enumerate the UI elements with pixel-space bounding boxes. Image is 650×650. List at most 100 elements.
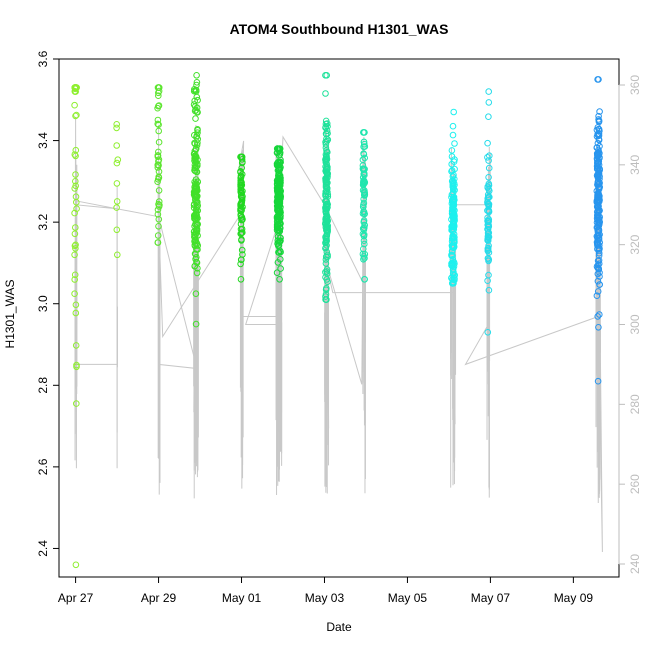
data-point <box>155 138 163 146</box>
x-tick-label: Apr 29 <box>141 591 177 605</box>
data-point <box>277 192 284 200</box>
data-point <box>193 79 201 86</box>
data-point <box>484 247 492 255</box>
data-point <box>193 72 200 79</box>
data-point <box>360 237 368 244</box>
y2-tick-label: 340 <box>628 155 642 175</box>
data-point <box>191 107 199 115</box>
data-point <box>484 329 492 336</box>
data-point <box>274 162 281 169</box>
data-point <box>155 92 162 99</box>
data-point <box>322 159 330 166</box>
data-point <box>323 236 330 243</box>
data-point <box>486 187 493 195</box>
data-point <box>71 290 78 298</box>
data-point <box>451 196 458 204</box>
data-point <box>113 204 120 211</box>
data-point <box>322 256 330 263</box>
x-tick-label: May 01 <box>222 591 262 605</box>
data-point <box>324 123 331 130</box>
data-point <box>72 241 79 249</box>
data-point <box>193 168 201 176</box>
data-point <box>273 269 281 277</box>
data-point <box>155 102 162 110</box>
data-point <box>594 179 602 186</box>
data-point <box>237 260 244 268</box>
data-point <box>191 155 198 162</box>
data-point <box>484 255 492 262</box>
data-point <box>194 135 201 143</box>
data-point <box>360 129 368 136</box>
data-point <box>274 167 282 174</box>
data-point <box>154 153 162 161</box>
data-point <box>594 313 602 320</box>
data-point <box>71 185 78 192</box>
data-point <box>191 131 198 139</box>
data-point <box>595 112 602 120</box>
data-point <box>596 207 603 214</box>
altitude-trajectory <box>75 116 603 553</box>
data-point <box>71 230 79 238</box>
data-point <box>596 213 604 221</box>
data-point <box>237 179 244 187</box>
data-point <box>451 175 458 183</box>
series-cluster-1 <box>113 121 122 259</box>
data-point <box>113 124 120 132</box>
data-point <box>361 210 369 218</box>
data-point <box>193 258 200 266</box>
data-point <box>322 286 330 294</box>
data-point <box>485 207 492 214</box>
data-point <box>596 142 603 150</box>
data-point <box>361 140 368 148</box>
axes-layer: Apr 27 Apr 29 May 01 May 03 May 05 May 07 May … <box>36 50 642 605</box>
data-point <box>360 143 367 151</box>
data-point <box>485 286 493 294</box>
data-point <box>322 274 329 281</box>
series-cluster-8 <box>448 108 459 287</box>
y2-tick-label: 280 <box>628 394 642 414</box>
data-point <box>596 127 603 135</box>
data-point <box>449 131 457 139</box>
data-point <box>595 189 602 197</box>
data-point <box>595 135 603 143</box>
data-point <box>190 101 198 108</box>
data-point <box>594 162 601 170</box>
data-point <box>322 245 329 252</box>
data-point <box>275 186 283 193</box>
data-point <box>155 187 163 194</box>
data-point <box>276 209 284 217</box>
data-point <box>275 226 283 234</box>
data-point <box>594 377 602 385</box>
data-point <box>155 174 163 181</box>
data-point <box>238 153 246 161</box>
data-point <box>191 147 199 155</box>
data-point <box>594 288 602 295</box>
altitude-spikes-2 <box>157 169 161 495</box>
data-point <box>72 171 79 178</box>
data-point <box>73 84 80 91</box>
data-point <box>450 179 458 187</box>
data-point <box>448 160 456 168</box>
data-point <box>484 233 492 240</box>
data-point <box>322 177 330 184</box>
data-point <box>193 209 200 216</box>
data-point <box>276 173 283 180</box>
data-point <box>72 146 80 154</box>
x-tick-label: May 07 <box>471 591 511 605</box>
data-point <box>449 266 457 274</box>
data-point <box>238 189 245 196</box>
data-point <box>237 220 245 228</box>
data-point <box>594 221 602 229</box>
data-point <box>155 121 162 128</box>
data-point <box>449 225 456 232</box>
data-point <box>360 217 368 224</box>
data-point <box>323 221 331 229</box>
data-point <box>276 149 284 156</box>
data-point <box>593 292 601 300</box>
trajectory-layer <box>74 116 603 553</box>
data-point <box>194 178 201 186</box>
data-point <box>190 87 198 95</box>
data-point <box>322 151 330 158</box>
data-point <box>323 198 331 205</box>
data-point <box>237 184 245 192</box>
